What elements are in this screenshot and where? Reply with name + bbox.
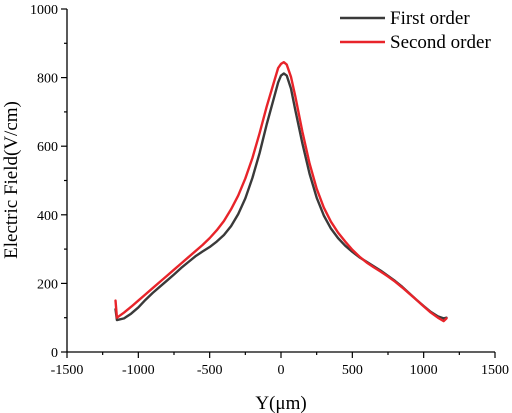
y-tick-label: 600	[37, 140, 58, 155]
series-line-second-order	[114, 60, 448, 323]
y-tick-label: 1000	[30, 3, 58, 18]
x-tick-label: 500	[342, 363, 363, 378]
y-tick-label: 0	[51, 346, 58, 361]
x-tick-label: -1500	[51, 363, 84, 378]
legend-label-second-order: Second order	[390, 32, 491, 53]
axes: -1500 -1000 -500 0 500 1000 1500 0 200 400 600 800 1…	[30, 3, 509, 378]
y-tick-label: 800	[37, 72, 58, 87]
legend: First order Second order	[340, 8, 491, 53]
series-lines	[114, 60, 448, 323]
x-axis-title: Y(μm)	[255, 393, 306, 413]
x-tick-label: 1000	[410, 363, 438, 378]
x-tick-label: -1000	[122, 363, 155, 378]
y-tick-label: 400	[37, 209, 58, 224]
y-axis-title: Electric Field(V/cm)	[1, 101, 22, 259]
x-tick-label: -500	[197, 363, 223, 378]
legend-label-first-order: First order	[390, 8, 470, 29]
y-tick-label: 200	[37, 277, 58, 292]
x-tick-label: 1500	[481, 363, 509, 378]
x-tick-label: 0	[278, 363, 285, 378]
